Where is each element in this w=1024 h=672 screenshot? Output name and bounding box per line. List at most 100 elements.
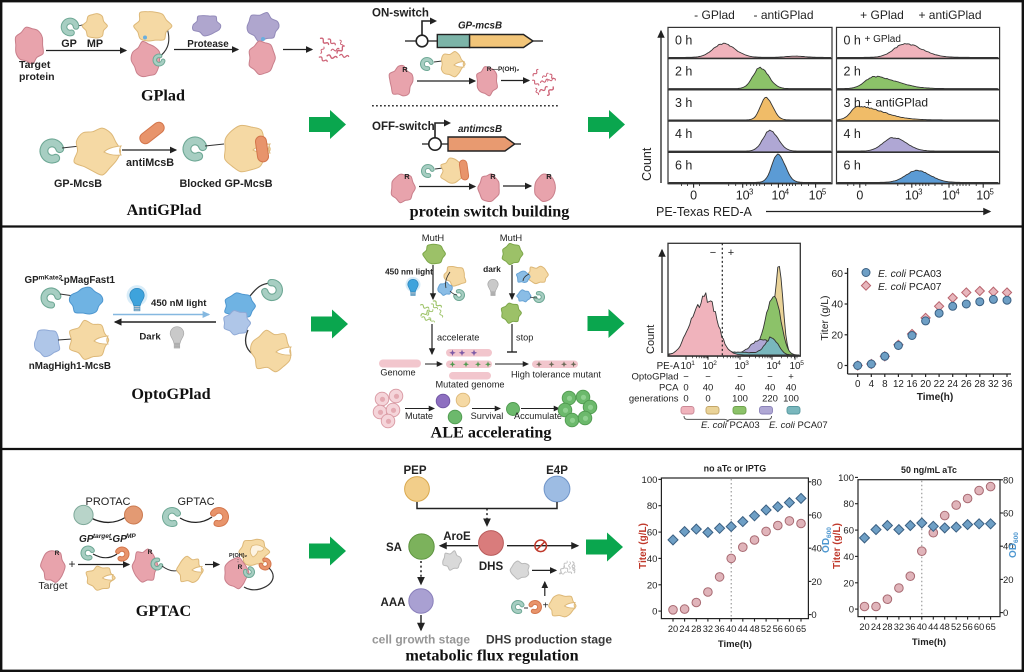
svg-text:generations: generations xyxy=(629,394,679,405)
svg-text:1: 1 xyxy=(691,360,695,367)
svg-text:E. coli PCA07: E. coli PCA07 xyxy=(769,420,828,431)
svg-text:24: 24 xyxy=(947,379,958,390)
svg-text:0: 0 xyxy=(856,189,863,203)
svg-text:40: 40 xyxy=(765,383,776,394)
svg-text:3: 3 xyxy=(918,188,922,197)
svg-text:accelerate: accelerate xyxy=(437,333,479,343)
svg-text:60: 60 xyxy=(1003,509,1014,520)
svg-text:2 h: 2 h xyxy=(844,65,861,79)
svg-text:GPTAC: GPTAC xyxy=(136,602,191,620)
svg-text:OptoGPlad: OptoGPlad xyxy=(632,372,679,383)
svg-text:AntiGPlad: AntiGPlad xyxy=(127,201,202,219)
svg-text:mKate2: mKate2 xyxy=(39,275,63,282)
svg-text:100: 100 xyxy=(732,394,748,405)
svg-text:Time(h): Time(h) xyxy=(917,392,954,403)
svg-text:−: − xyxy=(767,372,773,383)
svg-text:80: 80 xyxy=(1003,475,1014,486)
svg-text:Protease: Protease xyxy=(187,39,229,50)
svg-text:E4P: E4P xyxy=(546,465,568,477)
svg-text:0: 0 xyxy=(690,189,697,203)
svg-text:metabolic flux regulation: metabolic flux regulation xyxy=(405,647,578,665)
svg-text:0 h: 0 h xyxy=(844,33,861,47)
svg-text:10: 10 xyxy=(789,361,801,372)
svg-text:26: 26 xyxy=(961,379,972,390)
svg-text:+ GPlad: + GPlad xyxy=(865,34,901,45)
svg-text:3: 3 xyxy=(749,188,753,197)
svg-text:DHS: DHS xyxy=(479,561,504,573)
svg-text:dark: dark xyxy=(483,264,501,274)
svg-text:56: 56 xyxy=(773,624,783,634)
svg-text:0: 0 xyxy=(1003,608,1008,619)
svg-text:no aTc or IPTG: no aTc or IPTG xyxy=(704,464,767,474)
svg-text:6 h: 6 h xyxy=(844,158,861,172)
svg-text:48: 48 xyxy=(749,624,759,634)
svg-text:MP: MP xyxy=(87,38,103,50)
svg-text:52: 52 xyxy=(761,624,771,634)
svg-text:0: 0 xyxy=(811,610,816,621)
svg-text:PE-Texas RED-A: PE-Texas RED-A xyxy=(656,205,753,219)
svg-text:60: 60 xyxy=(843,526,854,537)
svg-text:450 nM light: 450 nM light xyxy=(151,298,207,309)
svg-text:60: 60 xyxy=(974,622,984,632)
svg-text:R: R xyxy=(546,172,552,181)
svg-text:5: 5 xyxy=(822,188,827,197)
svg-text:36: 36 xyxy=(714,624,724,634)
svg-text:65: 65 xyxy=(796,624,806,634)
svg-text:cell growth stage: cell growth stage xyxy=(372,633,470,647)
svg-text:P(OH)₂: P(OH)₂ xyxy=(229,553,248,559)
svg-text:4 h: 4 h xyxy=(675,127,692,141)
svg-text:Target: Target xyxy=(38,580,67,592)
svg-text:−: − xyxy=(683,372,689,383)
svg-text:60: 60 xyxy=(647,528,658,539)
svg-text:0: 0 xyxy=(855,379,861,390)
svg-text:protein switch building: protein switch building xyxy=(410,203,570,221)
svg-text:220: 220 xyxy=(762,394,778,405)
svg-text:80: 80 xyxy=(647,501,658,512)
svg-text:28: 28 xyxy=(974,379,985,390)
svg-text:10: 10 xyxy=(766,361,778,372)
svg-text:4: 4 xyxy=(955,188,960,197)
svg-text:100: 100 xyxy=(783,394,799,405)
svg-text:Count: Count xyxy=(645,325,657,354)
svg-text:12: 12 xyxy=(893,379,904,390)
svg-text:0: 0 xyxy=(652,607,657,618)
svg-text:4: 4 xyxy=(869,379,875,390)
svg-text:40: 40 xyxy=(786,383,797,394)
svg-text:PEP: PEP xyxy=(403,465,426,477)
svg-text:40: 40 xyxy=(811,544,822,555)
svg-text:GP: GP xyxy=(25,275,40,286)
svg-text:5: 5 xyxy=(990,188,995,197)
svg-text:MutH: MutH xyxy=(422,232,444,243)
svg-text:40: 40 xyxy=(1003,542,1014,553)
svg-text:40: 40 xyxy=(917,622,927,632)
svg-text:28: 28 xyxy=(691,624,701,634)
svg-text:20: 20 xyxy=(647,580,658,591)
svg-text:0: 0 xyxy=(849,605,854,616)
svg-text:ALE accelerating: ALE accelerating xyxy=(431,424,552,442)
svg-text:R: R xyxy=(55,550,60,557)
svg-text:-GP: -GP xyxy=(109,534,127,545)
svg-text:8: 8 xyxy=(882,379,888,390)
svg-text:6 h: 6 h xyxy=(675,158,692,172)
svg-text:24: 24 xyxy=(679,624,689,634)
svg-text:10: 10 xyxy=(771,189,785,203)
svg-text:+ GPlad: + GPlad xyxy=(860,8,904,22)
svg-text:10: 10 xyxy=(680,361,692,372)
svg-text:32: 32 xyxy=(988,379,999,390)
svg-text:10: 10 xyxy=(809,189,823,203)
svg-text:3 h: 3 h xyxy=(844,96,861,110)
svg-text:Count: Count xyxy=(640,147,654,181)
svg-text:65: 65 xyxy=(985,622,995,632)
svg-text:High tolerance mutant: High tolerance mutant xyxy=(511,370,601,380)
svg-text:80: 80 xyxy=(843,499,854,510)
svg-text:Genome: Genome xyxy=(380,368,415,378)
svg-text:Titer (g/L): Titer (g/L) xyxy=(638,523,649,569)
svg-text:−: − xyxy=(737,372,743,383)
svg-text:+: + xyxy=(788,372,794,383)
svg-text:+: + xyxy=(728,247,734,259)
svg-text:GPlad: GPlad xyxy=(141,87,185,105)
svg-text:GP: GP xyxy=(79,534,94,545)
svg-text:PCA: PCA xyxy=(659,383,679,394)
svg-text:4: 4 xyxy=(777,360,781,367)
svg-text:20: 20 xyxy=(859,622,869,632)
